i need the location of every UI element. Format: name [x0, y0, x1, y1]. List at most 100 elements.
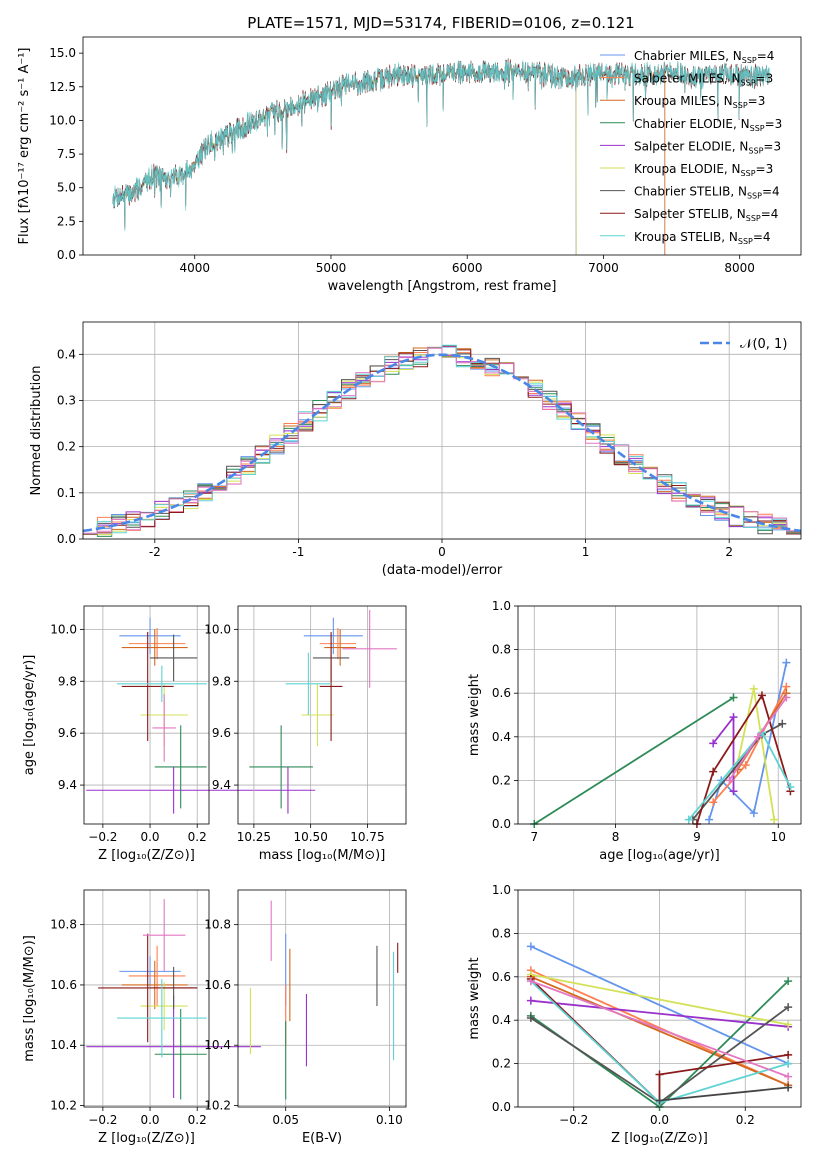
- y-tick-label: 7.5: [57, 147, 76, 161]
- legend-subscript: SSP: [747, 192, 762, 201]
- legend-entry: Salpeter STELIB, NSSP=4: [634, 207, 778, 223]
- y-tick-label: 9.8: [58, 674, 77, 688]
- y-tick-label: 10.4: [204, 1038, 231, 1052]
- weight-marker: [526, 977, 535, 986]
- y-axis-label: Flux [fλ10⁻¹⁷ erg cm⁻² s⁻¹ A⁻¹]: [17, 48, 32, 245]
- x-tick-label: 0.2: [188, 1113, 207, 1127]
- y-tick-label: 0.6: [492, 686, 511, 700]
- legend-text-end: =3: [765, 117, 783, 131]
- legend-subscript: SSP: [741, 79, 756, 88]
- x-tick-label: 7: [530, 830, 538, 844]
- y-tick-label: 15.0: [49, 46, 76, 60]
- y-tick-label: 0.2: [492, 773, 511, 787]
- weight-marker: [655, 1096, 664, 1105]
- legend-text-end: =3: [763, 139, 781, 153]
- y-tick-label: 0.2: [57, 440, 76, 454]
- x-tick-label: 10: [771, 830, 786, 844]
- y-tick-label: 10.2: [204, 1098, 231, 1112]
- x-axis-label: Z [log₁₀(Z/Z⊙)]: [98, 1131, 195, 1146]
- weight-marker: [784, 1059, 793, 1068]
- legend-entry: Salpeter MILES, NSSP=3: [634, 72, 773, 88]
- legend-subscript: SSP: [746, 214, 761, 223]
- axes-frame: [237, 889, 407, 1108]
- figure-title: PLATE=1571, MJD=53174, FIBERID=0106, z=0…: [247, 14, 634, 32]
- legend-entry: Salpeter ELODIE, NSSP=3: [634, 139, 781, 155]
- weight-marker: [526, 1014, 535, 1023]
- x-tick-label: 0.2: [188, 830, 207, 844]
- x-axis-label: wavelength [Angstrom, rest frame]: [328, 279, 557, 294]
- weight-marker: [709, 798, 718, 807]
- weight-marker: [684, 815, 693, 824]
- y-tick-label: 1.0: [492, 883, 511, 897]
- weight-marker: [784, 1020, 793, 1029]
- y-tick-label: 10.2: [50, 1098, 77, 1112]
- histogram-series: [82, 347, 801, 539]
- legend-subscript: SSP: [738, 237, 753, 246]
- legend-text-end: =4: [762, 185, 780, 199]
- x-tick-label: -1: [292, 545, 304, 559]
- y-tick-label: 0.8: [492, 643, 511, 657]
- axes-frame: [83, 889, 210, 1108]
- y-tick-label: 0.8: [492, 926, 511, 940]
- weight-series-line: [530, 975, 789, 1087]
- weight-marker: [655, 1070, 664, 1079]
- legend-text: Chabrier ELODIE, N: [634, 117, 750, 131]
- y-tick-label: 0.0: [57, 248, 76, 262]
- weight-marker: [526, 942, 535, 951]
- x-axis-label: E(B-V): [302, 1131, 342, 1146]
- spectrum-series-line: [112, 63, 577, 256]
- legend-text: Kroupa MILES, N: [634, 94, 733, 108]
- y-axis-label: age [log₁₀(age/yr)]: [22, 655, 37, 776]
- y-tick-label: 0.0: [57, 532, 76, 546]
- legend-entry: Kroupa MILES, NSSP=3: [634, 94, 765, 110]
- weight-series-line: [533, 696, 734, 825]
- y-tick-label: 0.0: [492, 1100, 511, 1114]
- y-tick-label: 1.0: [492, 599, 511, 613]
- x-tick-label: 0.0: [650, 1113, 669, 1127]
- x-tick-label: −0.2: [559, 1113, 588, 1127]
- weight-marker: [709, 739, 718, 748]
- y-tick-label: 5.0: [57, 181, 76, 195]
- legend-entry: Chabrier STELIB, NSSP=4: [634, 185, 780, 201]
- axes-frame: [82, 321, 802, 540]
- x-tick-label: 0.0: [140, 1113, 159, 1127]
- y-tick-label: 10.0: [50, 622, 77, 636]
- weight-marker: [526, 996, 535, 1005]
- weight-marker: [729, 693, 738, 702]
- legend-entry: Chabrier ELODIE, NSSP=3: [634, 117, 782, 133]
- y-tick-label: 0.0: [492, 817, 511, 831]
- weight-marker: [786, 782, 795, 791]
- x-tick-label: -2: [149, 545, 161, 559]
- axes-frame: [517, 889, 802, 1108]
- legend-entry: Kroupa STELIB, NSSP=4: [634, 230, 771, 246]
- weight-series-line: [696, 693, 792, 825]
- y-tick-label: 0.4: [57, 347, 76, 361]
- spectrum-series-line: [112, 63, 577, 256]
- legend-subscript: SSP: [748, 146, 763, 155]
- weight-series-line: [530, 945, 789, 1065]
- x-tick-label: 0.05: [272, 1113, 299, 1127]
- x-axis-label: (data-model)/error: [382, 563, 503, 578]
- x-tick-label: 8000: [724, 261, 755, 275]
- legend-subscript: SSP: [742, 56, 757, 65]
- mass-vs-ebv-panel: 0.05 0.10 10.2 10.4 10.6 10.8 E(B-V): [204, 889, 407, 1146]
- x-tick-label: 4000: [179, 261, 210, 275]
- weight-marker: [784, 977, 793, 986]
- x-tick-label: 10.50: [293, 830, 327, 844]
- y-axis-label: Normed distribution: [29, 366, 44, 496]
- x-tick-label: 10.25: [237, 830, 271, 844]
- axes-frame: [82, 36, 802, 256]
- y-tick-label: 0.2: [492, 1057, 511, 1071]
- weight-marker: [778, 719, 787, 728]
- weight-marker: [705, 815, 714, 824]
- x-tick-label: 0.0: [140, 830, 159, 844]
- weight-marker: [782, 693, 791, 702]
- axes-frame: [517, 605, 802, 825]
- weight-marker: [749, 684, 758, 693]
- axes-frame: [83, 605, 210, 825]
- y-tick-label: 9.4: [212, 778, 231, 792]
- legend-entry: Kroupa ELODIE, NSSP=3: [634, 162, 773, 178]
- x-axis-label: mass [log₁₀(M/M⊙)]: [259, 848, 386, 863]
- weight-marker: [784, 1072, 793, 1081]
